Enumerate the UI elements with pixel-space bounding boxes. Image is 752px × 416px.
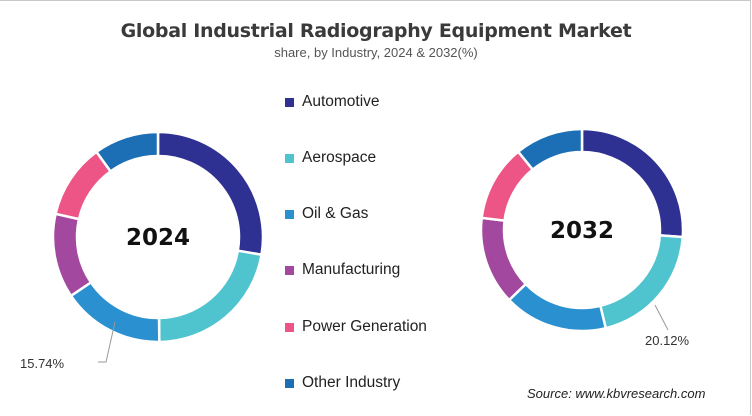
legend-label: Oil & Gas bbox=[302, 205, 369, 222]
slice-aerospace bbox=[598, 234, 685, 330]
data-label: 15.74% bbox=[20, 356, 65, 371]
legend-swatch bbox=[285, 97, 294, 107]
legend-label: Automotive bbox=[302, 93, 380, 110]
slice-manufacturing bbox=[51, 212, 93, 298]
legend-swatch bbox=[285, 378, 294, 388]
legend-label: Other Industry bbox=[302, 374, 401, 391]
legend-swatch bbox=[285, 322, 294, 332]
center-year-label: 2032 bbox=[550, 218, 614, 244]
slice-oil-gas bbox=[69, 280, 161, 344]
leader-line bbox=[654, 304, 669, 331]
slice-other-industry bbox=[94, 130, 160, 174]
slice-other-industry bbox=[516, 127, 584, 172]
legend-item-aerospace: Aerospace bbox=[285, 148, 376, 168]
leader-line bbox=[98, 321, 116, 363]
legend-swatch bbox=[285, 153, 294, 163]
legend-item-other-industry: Other Industry bbox=[285, 373, 400, 393]
data-label: 20.12% bbox=[645, 333, 690, 348]
slice-manufacturing bbox=[479, 216, 528, 302]
donut-2024: 2024 15.74% bbox=[20, 130, 265, 371]
legend-label: Power Generation bbox=[302, 318, 427, 335]
source-note: Source: www.kbvresearch.com bbox=[527, 386, 706, 401]
legend-label: Manufacturing bbox=[302, 261, 401, 278]
center-year-label: 2024 bbox=[126, 225, 190, 251]
legend-item-automotive: Automotive bbox=[285, 92, 380, 112]
slice-aerospace bbox=[157, 249, 263, 344]
donut-2032: 2032 20.12% bbox=[479, 127, 690, 348]
legend-swatch bbox=[285, 209, 294, 219]
legend-label: Aerospace bbox=[302, 149, 377, 166]
legend-item-oil-gas: Oil & Gas bbox=[285, 204, 368, 224]
legend-item-manufacturing: Manufacturing bbox=[285, 260, 400, 280]
legend-swatch bbox=[285, 265, 294, 275]
legend-item-power-generation: Power Generation bbox=[285, 317, 427, 337]
chart-subtitle: share, by Industry, 2024 & 2032(%) bbox=[274, 45, 478, 60]
slice-oil-gas bbox=[507, 282, 608, 333]
chart-title: Global Industrial Radiography Equipment … bbox=[120, 20, 632, 42]
